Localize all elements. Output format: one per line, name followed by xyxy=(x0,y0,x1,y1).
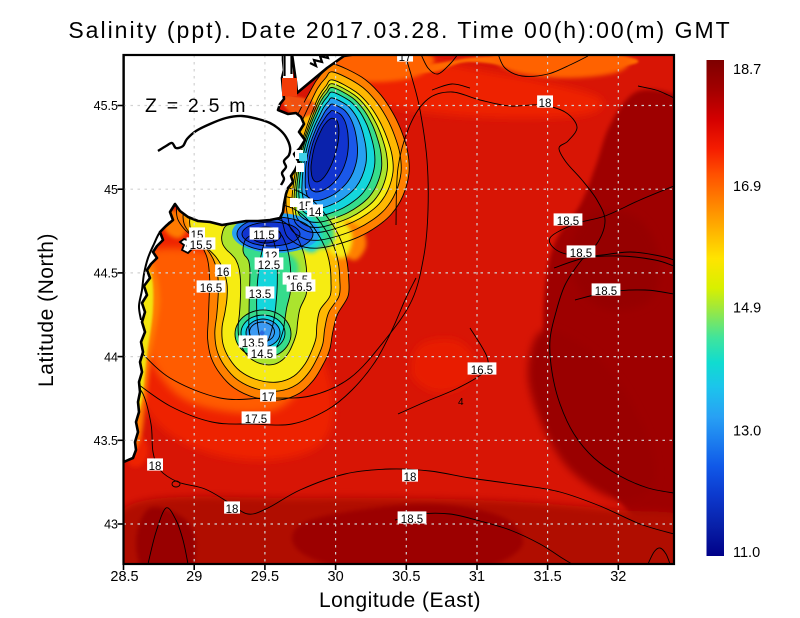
svg-text:44: 44 xyxy=(104,350,118,364)
svg-text:28.5: 28.5 xyxy=(110,569,138,585)
svg-text:18.7: 18.7 xyxy=(733,62,761,78)
svg-text:31: 31 xyxy=(469,569,485,585)
svg-text:30: 30 xyxy=(328,569,344,585)
svg-text:11.0: 11.0 xyxy=(733,545,760,561)
svg-text:44.5: 44.5 xyxy=(94,267,118,281)
svg-text:18: 18 xyxy=(539,98,552,110)
svg-text:31.5: 31.5 xyxy=(533,569,561,585)
svg-text:29.5: 29.5 xyxy=(251,569,279,585)
svg-text:45.5: 45.5 xyxy=(94,99,118,113)
svg-text:11.5: 11.5 xyxy=(253,230,275,242)
svg-text:14.9: 14.9 xyxy=(733,301,761,317)
svg-text:16.5: 16.5 xyxy=(471,365,493,377)
svg-text:13.0: 13.0 xyxy=(733,424,761,440)
svg-text:17: 17 xyxy=(399,52,412,64)
svg-text:16: 16 xyxy=(217,267,230,279)
svg-text:Z = 2.5 m: Z = 2.5 m xyxy=(145,95,248,117)
svg-text:Latitude (North): Latitude (North) xyxy=(35,233,58,387)
svg-text:16.5: 16.5 xyxy=(200,283,222,295)
svg-text:16.5: 16.5 xyxy=(290,282,312,294)
svg-text:12.5: 12.5 xyxy=(258,260,280,272)
svg-text:18: 18 xyxy=(404,472,417,484)
svg-text:18.5: 18.5 xyxy=(570,248,592,260)
svg-text:17: 17 xyxy=(262,392,275,404)
svg-text:43.5: 43.5 xyxy=(94,434,118,448)
svg-text:14: 14 xyxy=(309,207,322,219)
svg-text:17.5: 17.5 xyxy=(245,414,267,426)
svg-text:14.5: 14.5 xyxy=(251,349,273,361)
svg-text:45: 45 xyxy=(104,183,118,197)
svg-text:15.5: 15.5 xyxy=(190,240,212,252)
svg-text:4: 4 xyxy=(458,397,464,408)
svg-text:32: 32 xyxy=(610,569,626,585)
svg-text:18: 18 xyxy=(149,461,162,473)
svg-text:18: 18 xyxy=(226,504,239,516)
svg-text:18.5: 18.5 xyxy=(401,514,423,526)
svg-text:Salinity (ppt). Date 2017.03.2: Salinity (ppt). Date 2017.03.28. Time 00… xyxy=(68,17,731,43)
svg-text:13.5: 13.5 xyxy=(249,289,271,301)
svg-text:30.5: 30.5 xyxy=(392,569,420,585)
svg-text:29: 29 xyxy=(186,569,202,585)
svg-text:18.5: 18.5 xyxy=(595,286,617,298)
svg-text:16.9: 16.9 xyxy=(733,179,761,195)
svg-text:Longitude (East): Longitude (East) xyxy=(319,589,481,612)
svg-text:43: 43 xyxy=(104,518,118,532)
svg-text:18.5: 18.5 xyxy=(557,216,579,228)
